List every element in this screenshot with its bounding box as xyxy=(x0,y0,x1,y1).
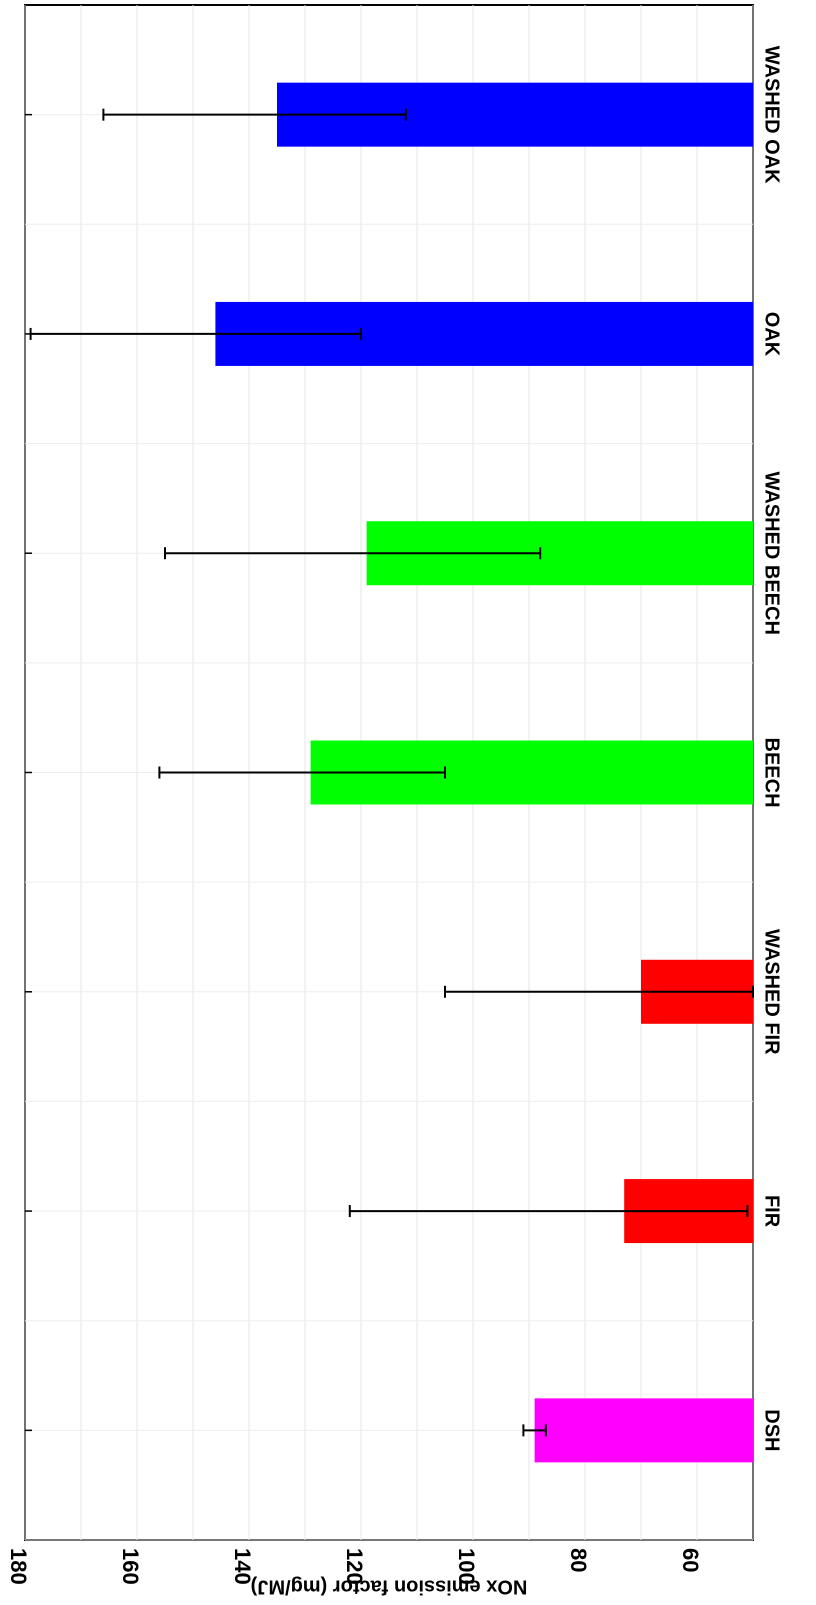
category-label: FIR xyxy=(761,1195,783,1228)
value-axis-ticks: 60 80 100 120 140 160 180 xyxy=(6,113,703,1585)
value-tick-label: 100 xyxy=(454,1548,479,1585)
error-bar xyxy=(348,1205,749,1218)
category-label: BEECH xyxy=(761,737,783,807)
error-bar xyxy=(444,985,754,998)
category-axis-labels: DSH FIR WASHED FIR BEECH WASHED BEECH OAK WASH… xyxy=(761,46,783,1452)
category-label: WASHED BEECH xyxy=(761,472,783,635)
bar-dsh xyxy=(534,1398,753,1463)
value-tick-label: 140 xyxy=(230,1548,255,1585)
error-bar xyxy=(102,108,407,121)
error-bar xyxy=(522,1424,547,1437)
error-bars xyxy=(29,108,754,1437)
category-label: OAK xyxy=(761,312,783,357)
value-tick-label: 160 xyxy=(118,1548,143,1585)
error-bar xyxy=(164,547,542,560)
value-tick-label: 180 xyxy=(6,1548,31,1585)
category-label: WASHED FIR xyxy=(761,929,783,1055)
value-tick-label: 120 xyxy=(342,1548,367,1585)
error-bar xyxy=(158,766,446,779)
category-label: DSH xyxy=(761,1409,783,1451)
category-label: WASHED OAK xyxy=(761,46,783,184)
value-tick-label: 60 xyxy=(678,1548,703,1572)
value-tick-label: 80 xyxy=(566,1548,591,1572)
value-axis-label: NOx emission factor (mg/MJ) xyxy=(251,1576,528,1598)
